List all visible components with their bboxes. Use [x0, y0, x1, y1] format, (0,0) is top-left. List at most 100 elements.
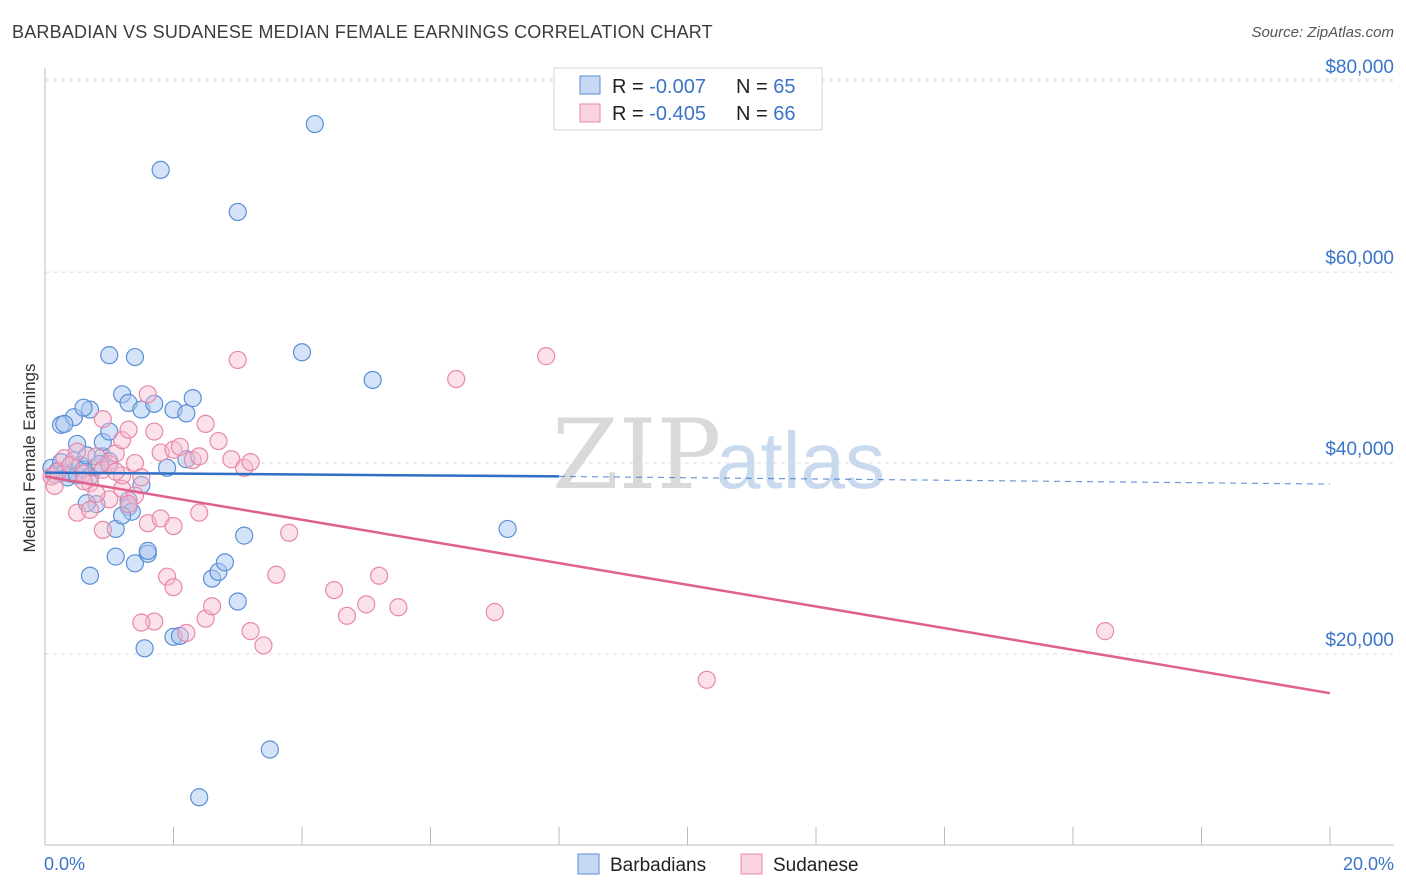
sudanese-point: [196, 414, 215, 433]
chart-source: Source: ZipAtlas.com: [1251, 24, 1394, 41]
sudanese-point: [106, 462, 125, 481]
sudanese-point: [254, 636, 273, 655]
sudanese-point: [157, 567, 177, 586]
sudanese-point: [68, 442, 87, 461]
legend-row-barbadians: R = -0.007: [612, 76, 706, 98]
sudanese-point: [145, 612, 164, 631]
barbadians-point: [260, 740, 279, 759]
barbadians-point: [177, 404, 196, 423]
barbadians-point: [74, 398, 93, 417]
x-tick-labels: 0.0% 20.0%: [44, 854, 1394, 874]
legend-r-value-sudanese: -0.405: [649, 103, 706, 125]
sudanese-point: [202, 597, 222, 616]
correlation-legend: R = -0.007 N = 65 R = -0.405 N = 66: [553, 67, 823, 131]
bottom-legend-swatch-sudanese: [740, 853, 763, 875]
y-tick-label: $60,000: [1325, 248, 1394, 269]
legend-n-value-sudanese: 66: [773, 103, 795, 125]
sudanese-point: [138, 385, 157, 404]
watermark-zip: ZIP: [552, 399, 721, 511]
y-tick-label: $40,000: [1325, 439, 1394, 460]
barbadians-point: [68, 434, 87, 454]
sudanese-point: [164, 516, 183, 536]
sudanese-point: [145, 422, 164, 441]
barbadians-trend-line: [44, 471, 560, 478]
legend-n-label: N =: [736, 103, 773, 125]
y-tick-label: $20,000: [1325, 630, 1394, 651]
sudanese-point: [241, 452, 260, 472]
legend-swatch-sudanese: [579, 103, 601, 123]
legend-n-label: N =: [736, 76, 773, 98]
legend-n-sudanese: N = 66: [736, 103, 796, 125]
legend-r-label: R =: [612, 76, 649, 98]
barbadians-point: [363, 370, 382, 390]
barbadians-point: [151, 160, 170, 180]
sudanese-point: [325, 580, 344, 600]
legend-n-barbadians: N = 65: [736, 76, 796, 98]
barbadians-point: [292, 343, 312, 362]
y-tick-labels: $20,000 $40,000 $60,000 $80,000: [1325, 57, 1394, 651]
legend-r-label: R =: [612, 103, 649, 125]
sudanese-point: [190, 447, 209, 466]
barbadians-point: [125, 347, 145, 367]
sudanese-point: [485, 602, 504, 622]
legend-n-value-barbadians: 65: [773, 76, 795, 98]
sudanese-point: [267, 565, 286, 584]
sudanese-point: [170, 437, 190, 456]
barbadians-point: [215, 553, 234, 572]
x-tick-label-min: 0.0%: [44, 854, 85, 874]
sudanese-point: [132, 613, 151, 632]
sudanese-trend-line: [44, 475, 1331, 695]
sudanese-point: [280, 523, 299, 542]
sudanese-point: [241, 622, 260, 641]
y-axis-label: Median Female Earnings: [20, 364, 39, 553]
legend-r-value-barbadians: -0.007: [649, 76, 706, 98]
barbadians-point: [305, 114, 324, 134]
sudanese-point: [93, 410, 112, 429]
legend-swatch-barbadians: [579, 75, 601, 95]
chart-title: BARBADIAN VS SUDANESE MEDIAN FEMALE EARN…: [12, 22, 713, 42]
barbadians-point: [135, 639, 154, 658]
barbadians-point: [157, 458, 177, 477]
bottom-legend-swatch-barbadians: [577, 853, 600, 875]
barbadians-trend-extension: [558, 475, 1331, 485]
sudanese-point: [119, 420, 138, 439]
watermark: ZIP atlas: [552, 399, 885, 511]
barbadians-point: [55, 414, 74, 433]
sudanese-point: [697, 670, 716, 689]
sudanese-point: [190, 503, 209, 522]
sudanese-point: [177, 623, 196, 643]
sudanese-point: [93, 520, 112, 539]
series-legend: Barbadians Sudanese: [577, 853, 859, 876]
barbadians-point: [145, 394, 164, 413]
sudanese-point: [209, 431, 228, 451]
y-tick-label: $80,000: [1325, 57, 1394, 78]
sudanese-point: [164, 578, 183, 597]
axes: [44, 68, 1394, 846]
barbadians-point: [190, 788, 209, 807]
legend-row-sudanese: R = -0.405: [612, 103, 706, 125]
sudanese-point: [1096, 622, 1115, 641]
sudanese-point: [87, 484, 106, 503]
sudanese-point: [80, 500, 100, 519]
sudanese-point: [370, 566, 389, 585]
barbadians-point: [138, 541, 157, 560]
barbadians-point: [112, 506, 132, 525]
barbadians-point: [228, 592, 247, 611]
barbadians-point: [498, 519, 517, 539]
sudanese-point: [537, 347, 556, 366]
gridlines: [45, 78, 1394, 655]
sudanese-point: [132, 468, 151, 487]
barbadians-point: [80, 566, 100, 585]
sudanese-point: [337, 606, 357, 625]
sudanese-point: [222, 450, 241, 469]
trend-lines: [44, 471, 1331, 695]
bottom-legend-sudanese: Sudanese: [773, 855, 859, 876]
barbadians-point: [183, 389, 202, 408]
sudanese-point: [357, 595, 376, 614]
bottom-legend-barbadians: Barbadians: [610, 855, 706, 876]
sudanese-point: [389, 598, 408, 617]
sudanese-points: [42, 347, 1115, 689]
barbadians-point: [100, 346, 119, 365]
sudanese-point: [112, 431, 132, 450]
